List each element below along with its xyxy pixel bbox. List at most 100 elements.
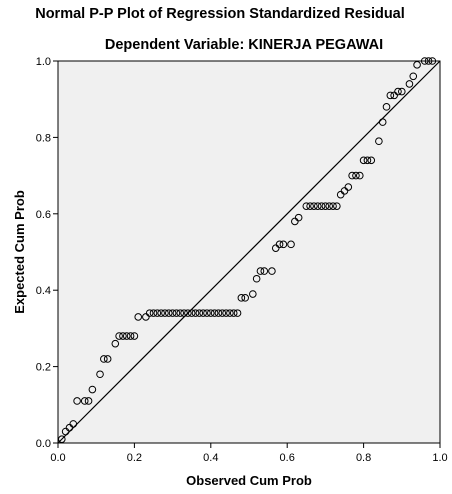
data-point (252, 274, 261, 283)
data-point (172, 309, 181, 317)
data-points (58, 57, 437, 443)
data-point (65, 423, 74, 432)
data-point (229, 309, 238, 317)
x-tick-label: 0.6 (280, 452, 295, 464)
data-point (210, 309, 219, 317)
data-point (142, 313, 150, 321)
data-point (176, 309, 185, 317)
data-point (420, 57, 429, 65)
x-axis-ticks: 0.0 0.2 0.4 0.6 0.8 1.0 (50, 443, 448, 464)
x-tick-label: 0.8 (356, 452, 371, 464)
data-point (126, 332, 135, 340)
x-tick-label: 0.4 (203, 452, 218, 464)
data-point (161, 309, 169, 317)
data-point (88, 385, 97, 394)
data-point (424, 57, 433, 65)
data-point (145, 309, 154, 317)
data-point (226, 309, 234, 317)
data-point (84, 397, 93, 405)
y-tick-label: 0.4 (36, 285, 51, 297)
data-point (390, 91, 398, 100)
data-point (157, 309, 165, 317)
data-point (241, 294, 249, 302)
data-point (115, 332, 123, 340)
data-point (306, 202, 314, 210)
reference-line-group (57, 60, 441, 444)
data-point (58, 435, 66, 443)
data-point (195, 309, 204, 317)
data-point (294, 213, 303, 222)
data-point (233, 309, 242, 317)
y-tick-label: 1.0 (36, 56, 51, 68)
data-point (222, 309, 230, 317)
data-point (291, 217, 299, 226)
data-point (271, 244, 280, 252)
chart-subtitle: Dependent Variable: KINERJA PEGAWAI (104, 37, 384, 53)
y-tick-label: 0.2 (36, 362, 51, 374)
data-point (256, 267, 265, 275)
data-point (287, 240, 295, 249)
data-point (398, 87, 406, 96)
y-tick-label: 0.0 (36, 438, 51, 450)
data-point (394, 87, 402, 96)
data-point (428, 57, 437, 65)
data-point (237, 294, 246, 302)
data-point (310, 202, 318, 210)
data-point (96, 370, 104, 379)
data-point (249, 290, 257, 298)
data-point (218, 309, 227, 317)
data-point (413, 61, 421, 69)
y-tick-label: 0.6 (36, 209, 51, 221)
data-point (61, 427, 70, 436)
data-point (317, 202, 326, 210)
data-point (153, 309, 162, 317)
data-point (409, 72, 418, 81)
reference-line (57, 60, 441, 444)
data-point (340, 187, 349, 195)
y-axis-label: Expected Cum Prob (12, 190, 27, 314)
data-point (199, 309, 207, 317)
data-point (367, 156, 376, 165)
data-point (355, 171, 364, 180)
x-tick-label: 0.0 (50, 452, 65, 464)
data-point (103, 355, 112, 363)
data-point (375, 137, 383, 146)
data-point (329, 202, 337, 210)
y-axis-ticks: 0.0 0.2 0.4 0.6 0.8 1.0 (36, 56, 58, 450)
data-point (69, 420, 78, 428)
data-point (191, 309, 200, 317)
data-point (279, 240, 288, 249)
data-point (344, 183, 353, 191)
data-point (100, 355, 108, 363)
data-point (302, 202, 311, 210)
data-point (268, 267, 276, 275)
data-point (321, 202, 330, 210)
data-point (134, 313, 143, 321)
data-point (73, 397, 81, 405)
data-point (187, 309, 196, 317)
data-point (180, 309, 188, 317)
data-point (359, 156, 368, 165)
data-point (164, 309, 173, 317)
data-point (111, 339, 120, 348)
data-point (130, 332, 139, 340)
y-tick-label: 0.8 (36, 132, 51, 144)
data-point (119, 332, 127, 340)
data-point (405, 80, 414, 88)
data-point (203, 309, 211, 317)
data-point (122, 332, 131, 340)
data-point (184, 309, 192, 317)
data-point (325, 202, 334, 210)
data-point (382, 103, 391, 111)
data-point (348, 171, 356, 180)
data-point (333, 202, 341, 210)
x-tick-label: 1.0 (432, 452, 447, 464)
data-point (378, 118, 387, 126)
data-point (214, 309, 223, 317)
data-point (168, 309, 177, 317)
x-tick-label: 0.2 (127, 452, 142, 464)
x-axis-label: Observed Cum Prob (186, 473, 312, 488)
data-point (260, 267, 269, 275)
data-point (336, 190, 345, 199)
